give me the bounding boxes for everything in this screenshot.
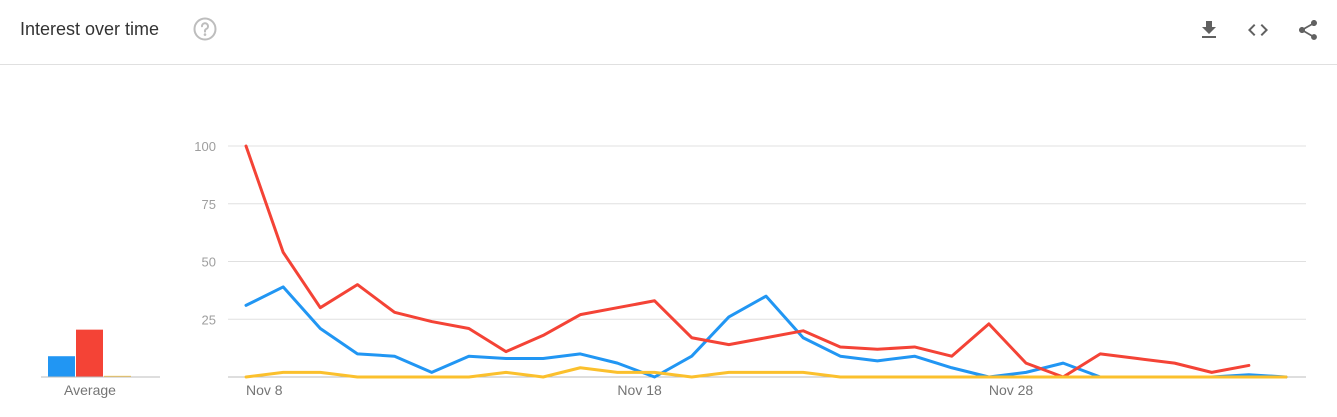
- share-icon[interactable]: [1296, 18, 1320, 42]
- y-tick-label: 100: [194, 139, 216, 154]
- help-circle-icon[interactable]: [193, 17, 217, 41]
- y-tick-label: 75: [202, 197, 216, 212]
- average-bar-3: [104, 375, 131, 377]
- x-tick-label: Nov 18: [617, 382, 662, 398]
- series-line-2: [244, 144, 1251, 379]
- embed-icon[interactable]: [1246, 18, 1270, 42]
- download-icon[interactable]: [1197, 18, 1221, 42]
- x-tick-label: Nov 8: [246, 382, 283, 398]
- series-line-1: [244, 285, 1288, 379]
- average-bar-2: [76, 329, 103, 377]
- average-label: Average: [64, 382, 116, 398]
- average-bar-1: [48, 356, 75, 377]
- y-tick-label: 25: [202, 312, 216, 327]
- x-tick-label: Nov 28: [989, 382, 1034, 398]
- page-title: Interest over time: [20, 19, 160, 39]
- y-tick-label: 50: [202, 255, 216, 270]
- series-line-3: [244, 366, 1288, 379]
- header: Interest over time: [0, 0, 1337, 65]
